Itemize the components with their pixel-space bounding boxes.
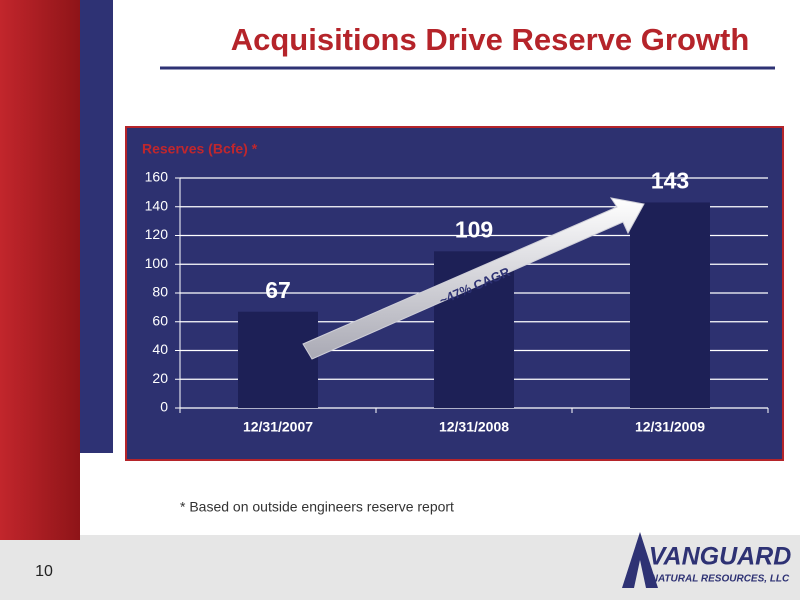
navy-bar <box>80 0 113 453</box>
logo-mark <box>622 532 658 588</box>
value-label: 143 <box>651 168 689 194</box>
page-number: 10 <box>35 563 53 580</box>
y-tick-label: 20 <box>152 370 168 386</box>
x-tick-label: 12/31/2007 <box>243 419 313 435</box>
logo-subtitle: NATURAL RESOURCES, LLC <box>651 574 790 585</box>
bar <box>630 202 710 408</box>
y-tick-label: 100 <box>145 255 169 271</box>
y-tick-label: 0 <box>160 399 168 415</box>
x-tick-label: 12/31/2008 <box>439 419 509 435</box>
value-label: 67 <box>265 277 291 303</box>
y-tick-label: 60 <box>152 312 168 328</box>
red-bar <box>0 0 80 540</box>
plot: 0 20 40 60 80 100 120 140 160 12/31/2007 67 12/31/2… <box>145 168 769 435</box>
footer-band <box>0 535 800 600</box>
y-tick-label: 40 <box>152 341 168 357</box>
y-tick-label: 80 <box>152 284 168 300</box>
value-label: 109 <box>455 216 493 242</box>
slide-title: Acquisitions Drive Reserve Growth <box>231 22 750 57</box>
y-tick-label: 140 <box>145 197 169 213</box>
y-tick-label: 160 <box>145 169 169 185</box>
bar <box>238 311 318 408</box>
logo-name: VANGUARD <box>649 543 792 571</box>
cagr-arrow <box>302 197 645 360</box>
footnote: * Based on outside engineers reserve rep… <box>180 499 454 515</box>
x-tick-label: 12/31/2009 <box>635 419 705 435</box>
y-tick-label: 120 <box>145 226 169 242</box>
y-axis-label: Reserves (Bcfe) * <box>142 141 258 157</box>
